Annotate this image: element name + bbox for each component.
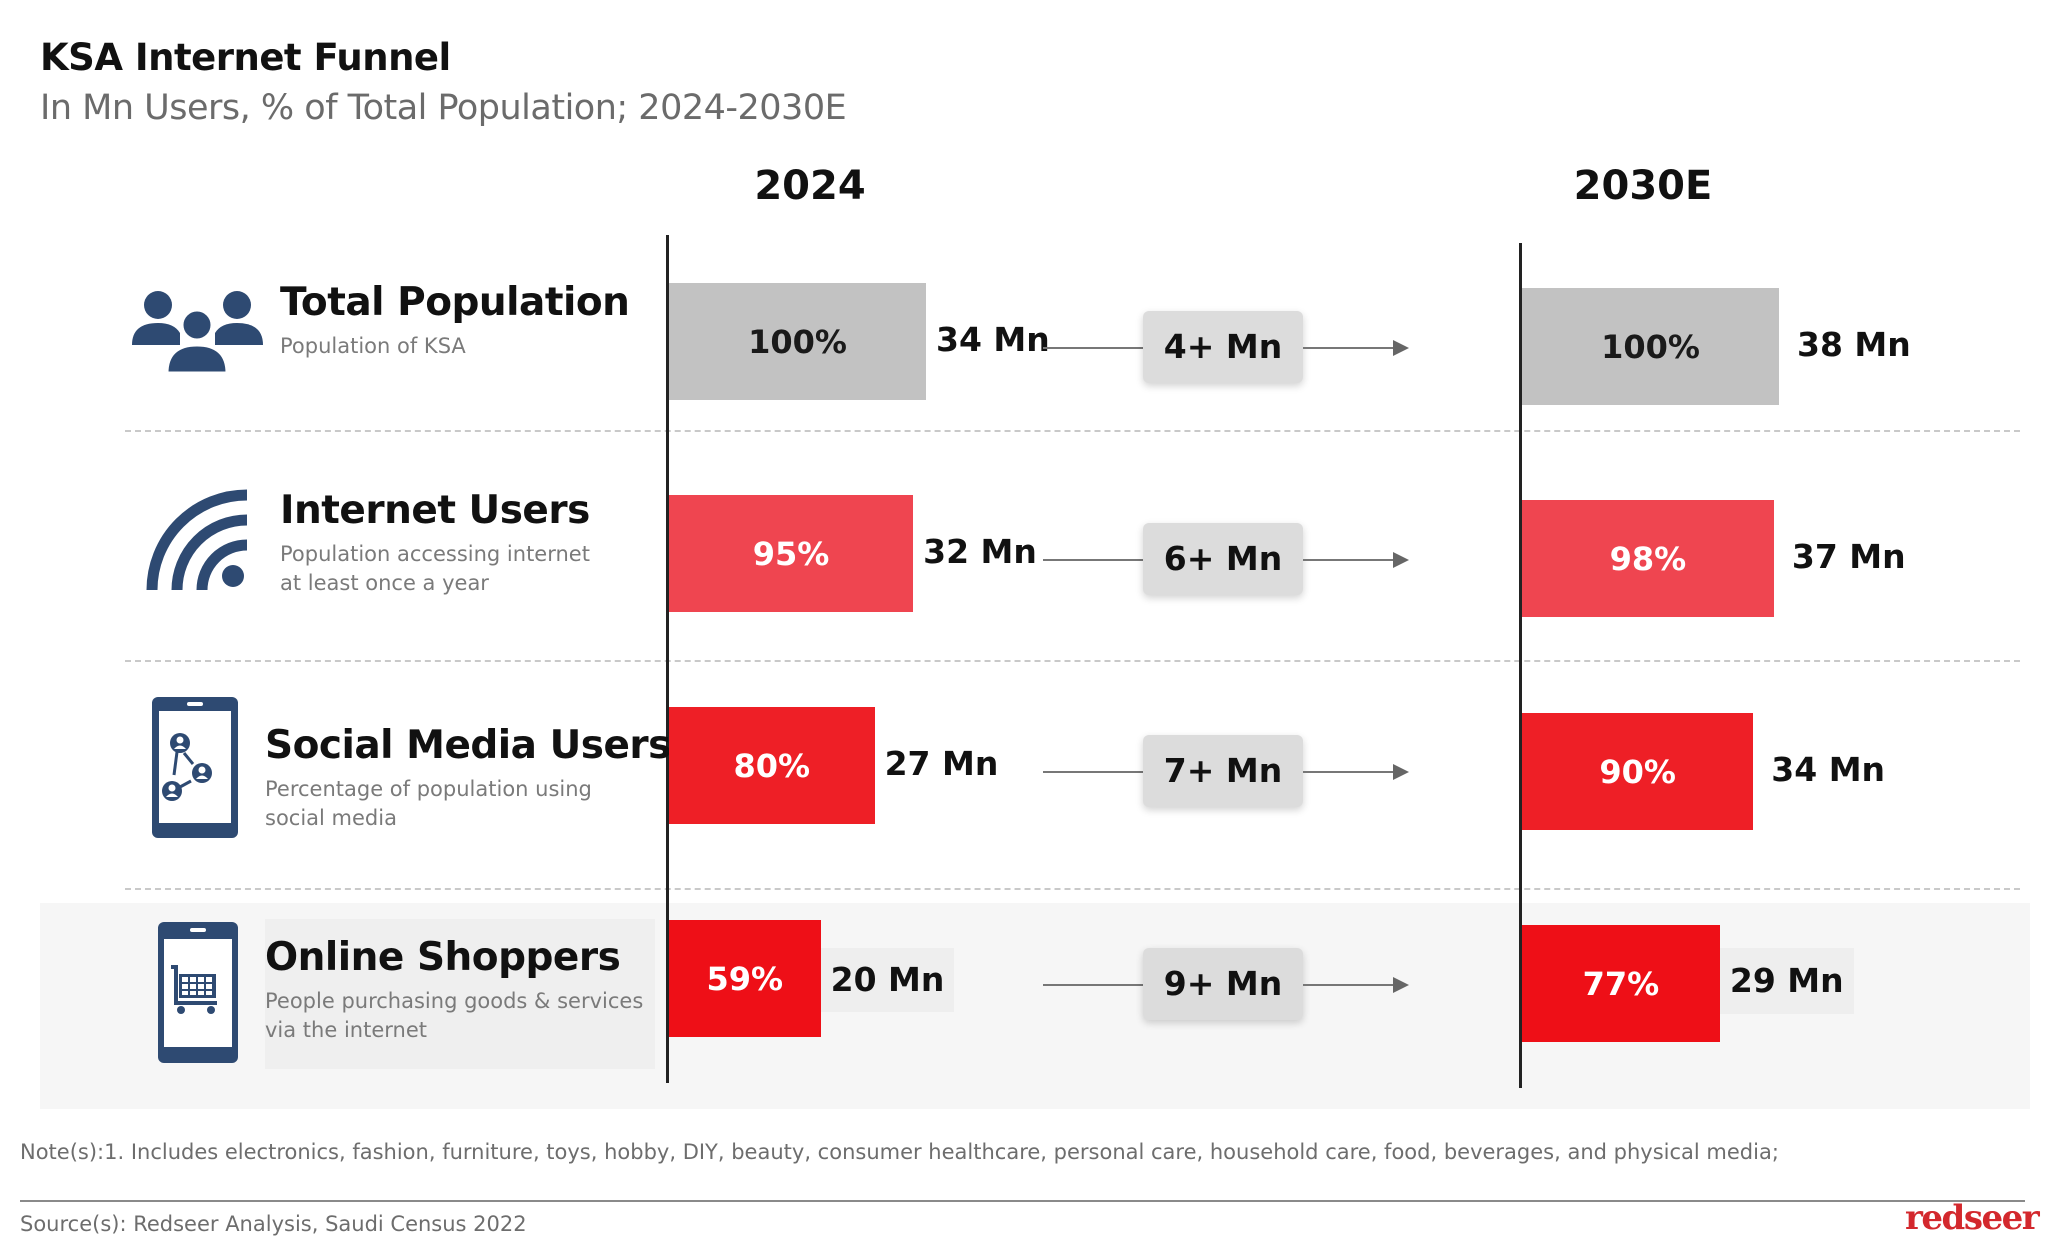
axis-2024	[666, 235, 669, 1083]
smartphone-shopping-cart-icon	[156, 920, 240, 1065]
delta-badge-online-shoppers: 9+ Mn	[1143, 947, 1303, 1020]
smartphone-social-network-icon	[150, 695, 240, 840]
arrow-line	[1303, 770, 1395, 773]
connector-line	[1043, 346, 1143, 349]
row-separator	[125, 660, 2020, 662]
value-label-2024-online-shoppers: 20 Mn	[820, 948, 955, 1012]
row-desc-social-media-line2: social media	[265, 806, 397, 830]
row-separator	[125, 430, 2020, 432]
row-title-total-population: Total Population	[280, 280, 630, 325]
bar-2024-internet-users: 95%	[669, 495, 914, 612]
highlight-label-background	[265, 919, 655, 1069]
redseer-logo: redseer	[1905, 1198, 2040, 1238]
chart-subtitle: In Mn Users, % of Total Population; 2024…	[40, 88, 847, 128]
arrow-line	[1303, 983, 1395, 986]
arrow-right-icon	[1393, 339, 1409, 356]
bar-2030e-internet-users: 98%	[1522, 500, 1774, 617]
arrow-line	[1303, 346, 1395, 349]
value-label-2024-internet-users: 32 Mn	[923, 532, 1037, 571]
bar-2030e-social-media-users: 90%	[1522, 713, 1754, 830]
bar-2030e-online-shoppers: 77%	[1522, 925, 1720, 1042]
row-title-online-shoppers: Online Shoppers	[265, 935, 621, 980]
connector-line	[1043, 770, 1143, 773]
chart-title: KSA Internet Funnel	[40, 36, 451, 79]
wifi-signal-icon	[145, 488, 250, 593]
row-title-social-media-users: Social Media Users	[265, 723, 671, 768]
arrow-right-icon	[1393, 763, 1409, 780]
value-label-2030e-total-population: 38 Mn	[1797, 325, 1911, 364]
axis-2030e	[1519, 243, 1522, 1088]
row-desc-internet-users-line1: Population accessing internet	[280, 542, 590, 566]
value-label-2030e-social-media-users: 34 Mn	[1771, 750, 1886, 789]
value-label-2030e-internet-users: 37 Mn	[1791, 537, 1906, 576]
people-group-icon	[130, 285, 265, 375]
value-label-2030e-online-shoppers: 29 Mn	[1719, 948, 1854, 1014]
footer-divider	[20, 1200, 2025, 1202]
arrow-right-icon	[1393, 976, 1409, 993]
row-desc-social-media-line1: Percentage of population using	[265, 777, 592, 801]
bar-2030e-total-population: 100%	[1522, 288, 1779, 405]
delta-badge-internet-users: 6+ Mn	[1143, 522, 1303, 595]
bar-2024-social-media-users: 80%	[669, 707, 875, 824]
connector-line	[1043, 558, 1143, 561]
row-desc-online-shoppers-line2: via the internet	[265, 1018, 427, 1042]
value-label-2024-total-population: 34 Mn	[936, 320, 1050, 359]
arrow-line	[1303, 558, 1395, 561]
column-header-2024: 2024	[754, 163, 866, 209]
value-label-2024-social-media-users: 27 Mn	[884, 744, 999, 783]
connector-line	[1043, 983, 1143, 986]
row-title-internet-users: Internet Users	[280, 488, 590, 533]
delta-badge-social-media-users: 7+ Mn	[1143, 734, 1303, 807]
bar-2024-total-population: 100%	[669, 283, 926, 400]
column-header-2030e: 2030E	[1573, 163, 1713, 209]
row-desc-internet-users-line2: at least once a year	[280, 571, 489, 595]
delta-badge-total-population: 4+ Mn	[1143, 310, 1303, 383]
row-desc-online-shoppers-line1: People purchasing goods & services	[265, 989, 644, 1013]
row-desc-total-population: Population of KSA	[280, 334, 466, 358]
arrow-right-icon	[1393, 551, 1409, 568]
footnote: Note(s):1. Includes electronics, fashion…	[20, 1140, 1779, 1164]
bar-2024-online-shoppers: 59%	[669, 920, 821, 1037]
source-note: Source(s): Redseer Analysis, Saudi Censu…	[20, 1212, 527, 1236]
row-separator	[125, 888, 2020, 890]
